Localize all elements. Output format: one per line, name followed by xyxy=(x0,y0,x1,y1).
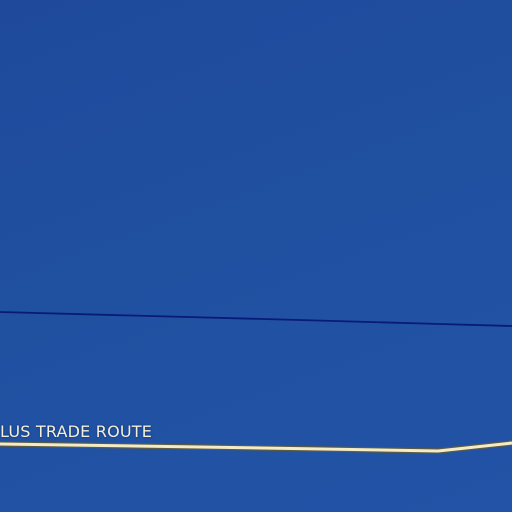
trade-route-line[interactable] xyxy=(0,441,512,453)
maritime-boundary-line xyxy=(0,311,512,327)
trade-route-label: LUS TRADE ROUTE xyxy=(0,422,153,441)
